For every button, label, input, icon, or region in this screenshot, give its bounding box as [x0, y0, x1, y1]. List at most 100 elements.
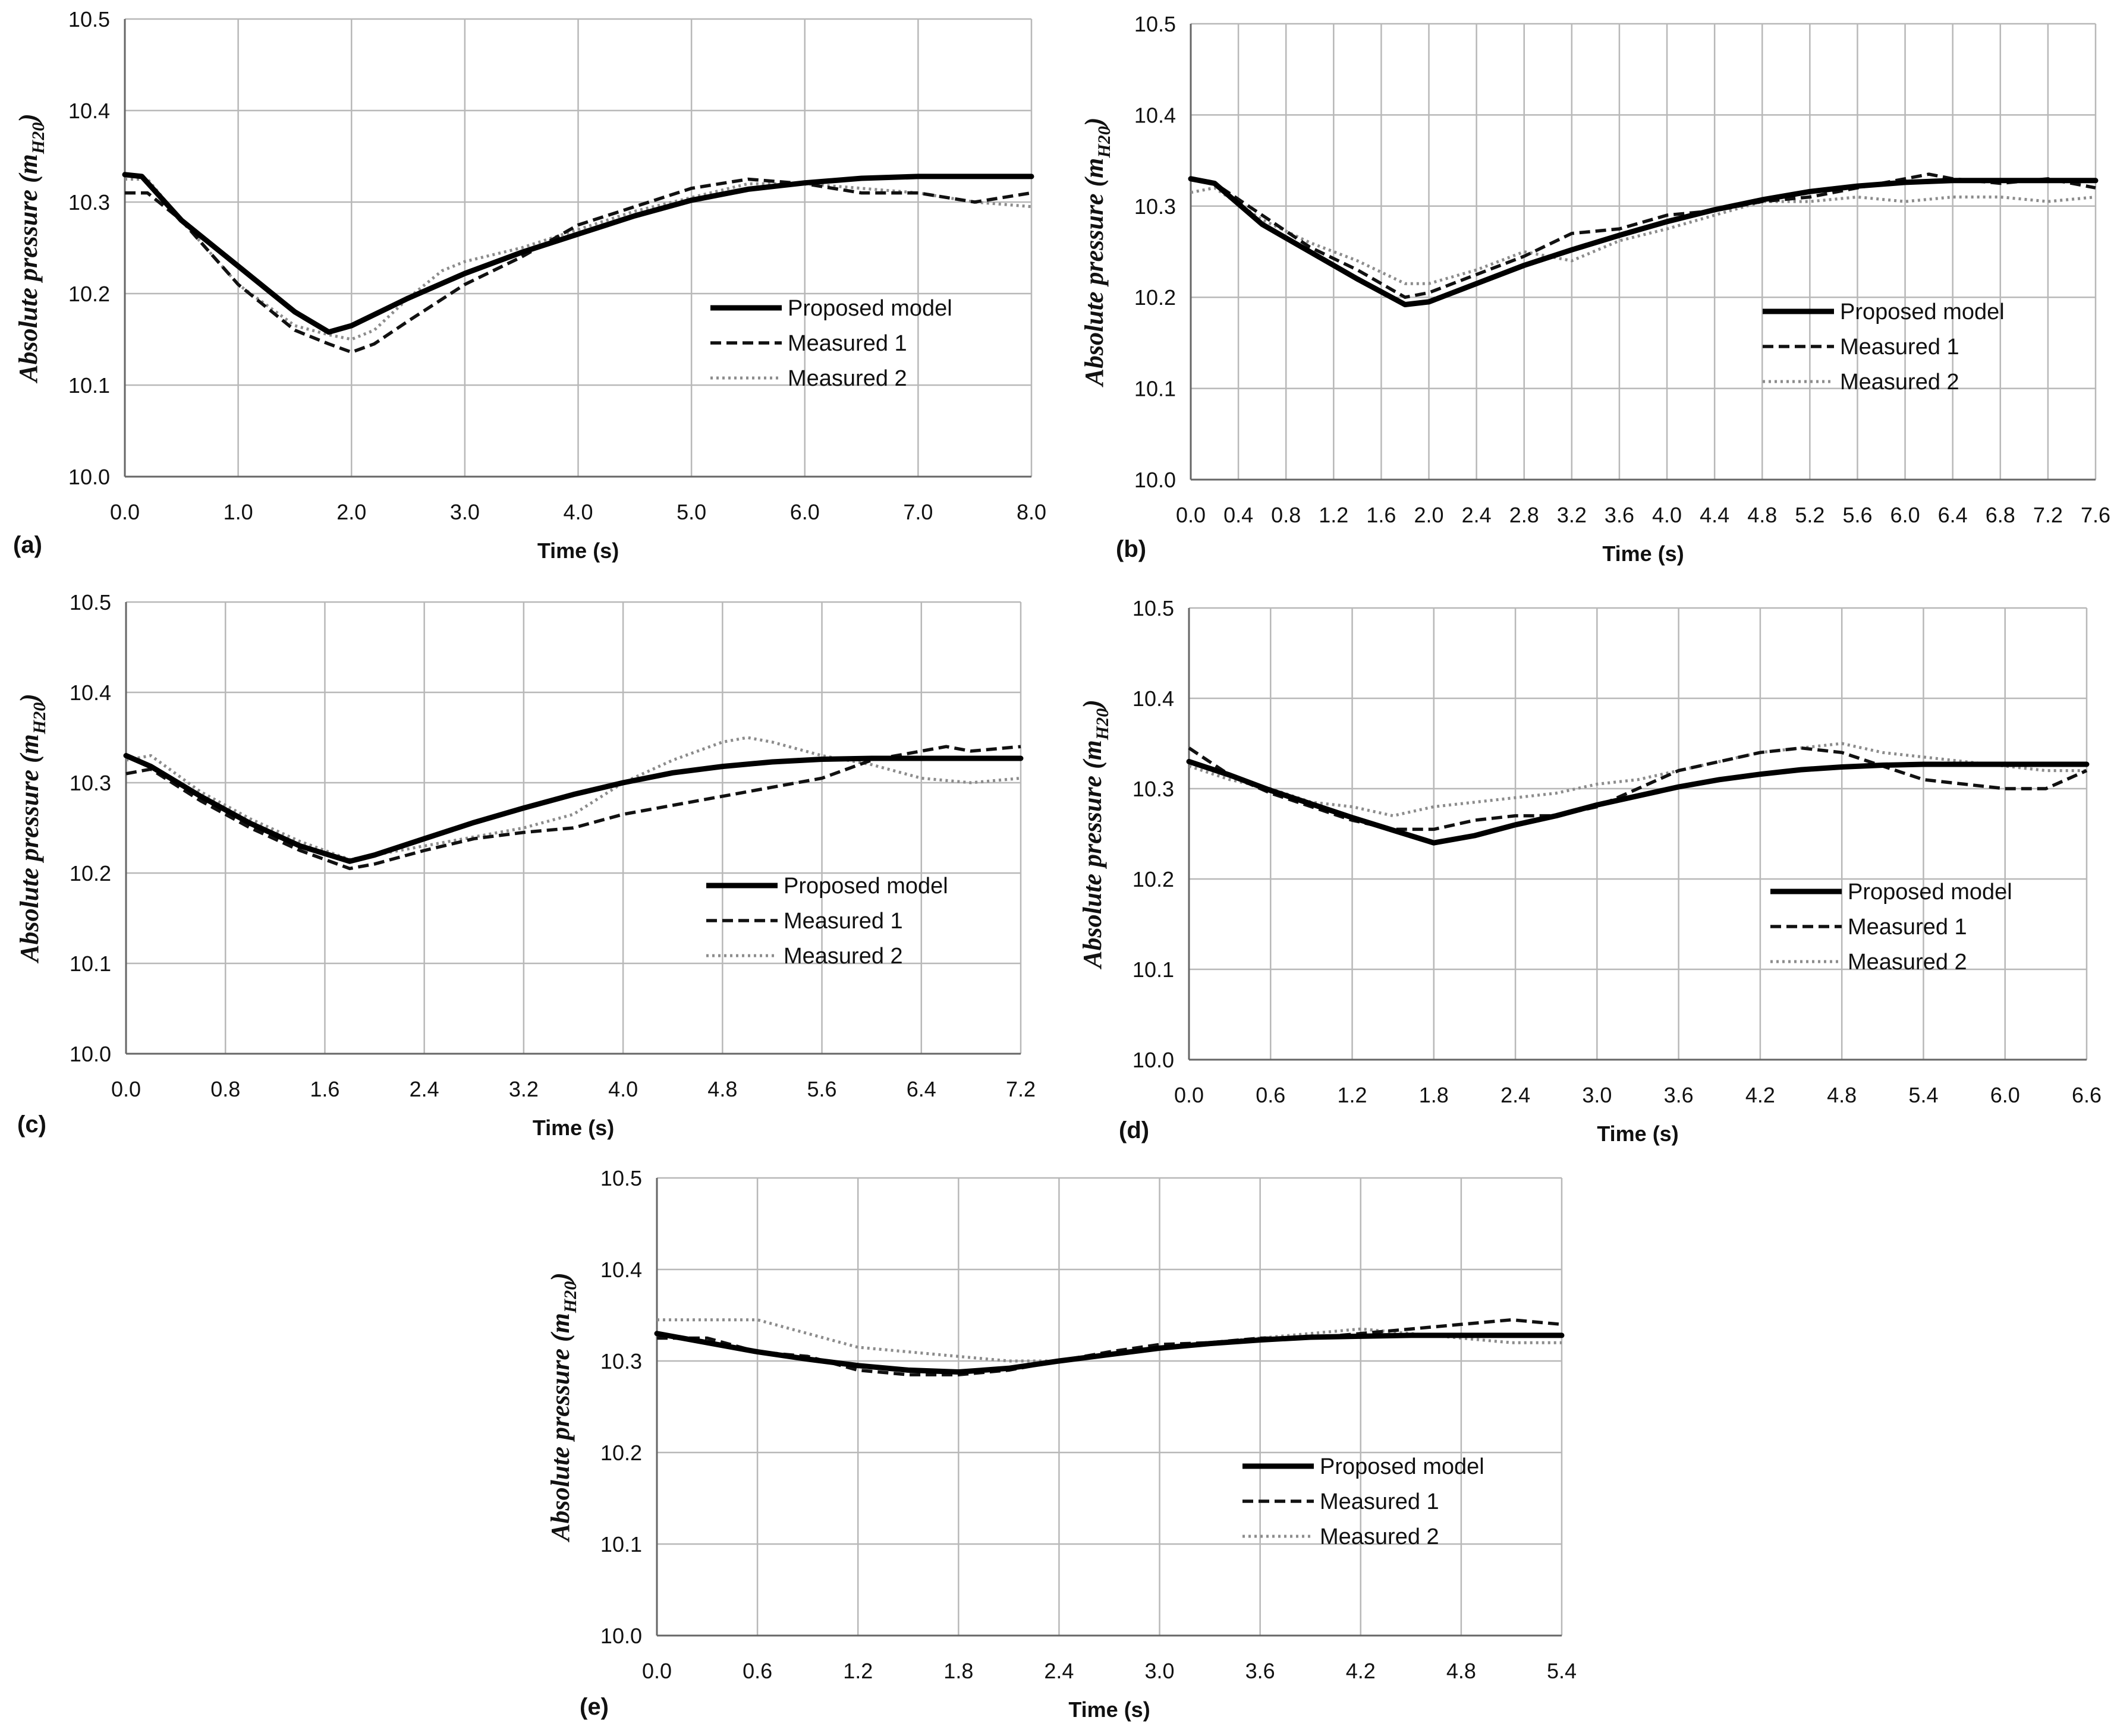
y-tick-label: 10.0 — [1134, 468, 1176, 492]
y-tick-label: 10.2 — [600, 1441, 642, 1465]
y-axis-label-subscript: H20 — [1094, 126, 1114, 158]
x-tick-label: 4.2 — [1346, 1659, 1376, 1683]
x-tick-label: 2.0 — [336, 500, 366, 524]
legend-label-model: Proposed model — [784, 874, 948, 899]
x-tick-label: 3.0 — [1582, 1083, 1612, 1107]
x-tick-label: 2.4 — [1044, 1659, 1074, 1683]
series-line-model — [1188, 176, 2099, 307]
y-tick-label: 10.5 — [1134, 12, 1176, 36]
x-tick-label: 0.8 — [1271, 503, 1301, 527]
x-axis-label: Time (s) — [533, 1116, 614, 1140]
x-tick-label: 5.2 — [1795, 503, 1824, 527]
y-axis-label: Absolute pressure (mH20) — [546, 1272, 580, 1543]
y-axis-label-subscript: H20 — [30, 702, 49, 735]
y-tick-label: 10.5 — [68, 7, 110, 31]
x-tick-label: 4.8 — [1827, 1083, 1857, 1107]
x-tick-label: 0.0 — [1176, 503, 1206, 527]
x-tick-label: 6.0 — [790, 500, 820, 524]
y-tick-label: 10.4 — [1134, 103, 1176, 127]
x-axis-label: Time (s) — [1602, 541, 1684, 566]
series-line-model — [123, 752, 1024, 864]
x-tick-label: 2.4 — [1462, 503, 1492, 527]
x-tick-label: 4.0 — [1652, 503, 1682, 527]
x-tick-label: 4.0 — [563, 500, 593, 524]
y-tick-label: 10.5 — [1132, 596, 1174, 620]
y-tick-label: 10.5 — [70, 590, 111, 615]
legend-label-model: Proposed model — [1320, 1454, 1484, 1479]
x-tick-label: 5.0 — [677, 500, 706, 524]
x-tick-label: 3.6 — [1605, 503, 1634, 527]
panel-label: (b) — [1116, 536, 1146, 562]
x-tick-label: 5.6 — [807, 1077, 837, 1101]
series-line-model — [122, 172, 1034, 335]
y-tick-label: 10.3 — [600, 1349, 642, 1373]
series-line-model — [1186, 758, 2090, 846]
x-tick-label: 3.6 — [1664, 1083, 1694, 1107]
y-axis-label-text: Absolute pressure (m — [14, 154, 43, 384]
legend-label-model: Proposed model — [1840, 300, 2005, 324]
chart-panel-d: 0.0 0.6 1.2 1.8 2.4 3.0 3.6 4.2 4.8 5.4 6.0 6.6 10.0… — [1078, 596, 2102, 1146]
x-tick-label: 1.6 — [310, 1077, 339, 1101]
x-tick-label: 0.0 — [642, 1659, 672, 1683]
legend-label-measured1: Measured 1 — [1840, 335, 1959, 360]
legend: Proposed model Measured 1 Measured 2 — [1763, 300, 2005, 395]
x-tick-label: 0.0 — [1174, 1083, 1204, 1107]
y-tick-label: 10.0 — [600, 1624, 642, 1648]
x-tick-label: 6.4 — [907, 1077, 936, 1101]
x-tick-label: 2.0 — [1414, 503, 1444, 527]
legend-label-measured1: Measured 1 — [784, 909, 903, 934]
y-axis-label-close: ) — [1078, 700, 1107, 711]
x-tick-label: 7.0 — [903, 500, 933, 524]
series-line-measured2 — [125, 178, 1032, 341]
panel-label: (a) — [13, 532, 42, 558]
series-line-measured1 — [1190, 172, 2096, 299]
y-tick-label: 10.1 — [68, 373, 110, 398]
y-axis-label: Absolute pressure (mH20) — [1080, 118, 1114, 388]
legend-label-model: Proposed model — [788, 296, 952, 321]
x-tick-label: 6.0 — [1890, 503, 1920, 527]
y-tick-label: 10.2 — [68, 282, 110, 306]
y-axis-label-close: ) — [546, 1272, 575, 1284]
x-tick-label: 1.8 — [943, 1659, 973, 1683]
y-axis-label-text: Absolute pressure (m — [1078, 740, 1107, 970]
legend-label-model: Proposed model — [1848, 880, 2012, 905]
x-tick-label: 7.6 — [2081, 503, 2110, 527]
x-tick-label: 1.2 — [1319, 503, 1348, 527]
x-tick-label: 2.8 — [1509, 503, 1539, 527]
y-axis-label-text: Absolute pressure (m — [15, 734, 44, 964]
y-axis-label-subscript: H20 — [29, 122, 48, 155]
series-line-measured2 — [125, 736, 1021, 861]
series-line-measured2 — [1190, 186, 2096, 285]
y-tick-label: 10.0 — [68, 465, 110, 489]
y-axis-label-subscript: H20 — [561, 1281, 580, 1313]
y-axis-label-subscript: H20 — [1093, 708, 1112, 741]
x-tick-label: 1.2 — [843, 1659, 873, 1683]
x-tick-label: 4.8 — [1446, 1659, 1476, 1683]
legend-label-measured2: Measured 2 — [1320, 1524, 1439, 1549]
y-tick-label: 10.4 — [68, 99, 110, 123]
x-axis-label: Time (s) — [1068, 1697, 1150, 1722]
legend: Proposed model Measured 1 Measured 2 — [1770, 880, 2012, 975]
x-tick-label: 8.0 — [1017, 500, 1046, 524]
series-line-measured2 — [1188, 742, 2087, 818]
y-tick-label: 10.4 — [600, 1258, 642, 1282]
series-line-measured1 — [657, 1318, 1562, 1376]
y-tick-label: 10.3 — [1132, 777, 1174, 801]
series-line-measured1 — [125, 745, 1021, 871]
legend-label-measured2: Measured 2 — [788, 366, 907, 391]
y-tick-label: 10.3 — [68, 190, 110, 215]
x-tick-label: 4.2 — [1745, 1083, 1775, 1107]
series-line-measured1 — [125, 177, 1032, 354]
legend-label-measured2: Measured 2 — [1840, 370, 1959, 395]
x-tick-label: 6.6 — [2072, 1083, 2102, 1107]
y-tick-label: 10.0 — [1132, 1048, 1174, 1072]
y-tick-label: 10.4 — [1132, 686, 1174, 711]
y-tick-label: 10.2 — [1134, 285, 1176, 310]
x-tick-label: 3.0 — [1145, 1659, 1175, 1683]
x-tick-label: 0.0 — [111, 1077, 141, 1101]
chart-panel-b: 0.0 0.4 0.8 1.2 1.6 2.0 2.4 2.8 3.2 3.6 4.0 4.4 4.8 5… — [1080, 12, 2110, 566]
x-axis-label: Time (s) — [537, 538, 619, 563]
x-tick-label: 3.2 — [509, 1077, 539, 1101]
x-tick-label: 5.4 — [1547, 1659, 1577, 1683]
